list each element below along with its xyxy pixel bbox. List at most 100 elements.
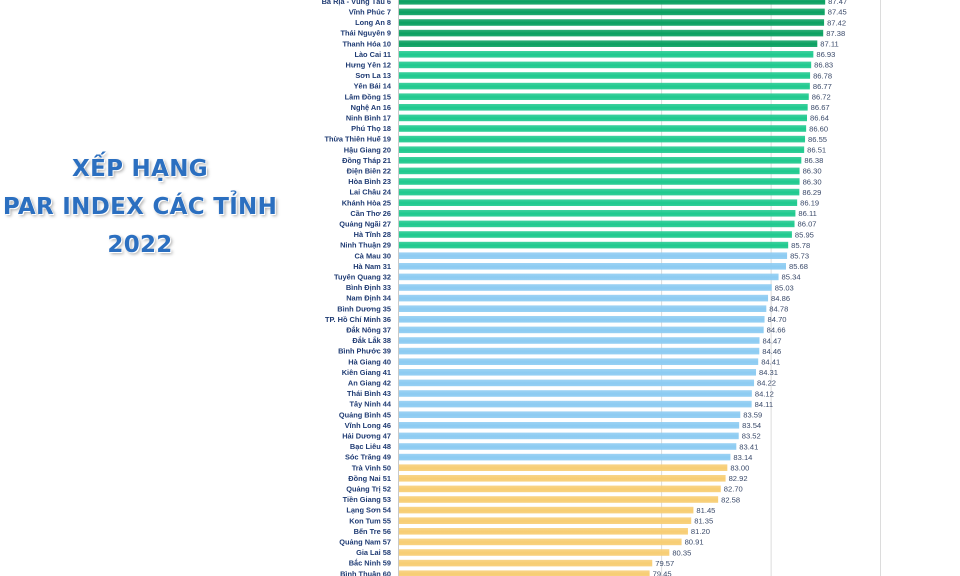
value-label-17: 86.64 bbox=[810, 114, 829, 123]
bar-55 bbox=[399, 517, 692, 524]
value-label-24: 86.29 bbox=[802, 188, 821, 197]
bar-29 bbox=[399, 241, 789, 249]
bar-50 bbox=[399, 464, 728, 471]
bar-48 bbox=[399, 443, 737, 450]
value-label-10: 87.11 bbox=[820, 40, 838, 49]
value-label-22: 86.30 bbox=[803, 167, 822, 176]
value-label-37: 84.66 bbox=[767, 326, 786, 335]
category-label-8: Long An 8 bbox=[355, 18, 391, 27]
bar-37 bbox=[399, 326, 764, 334]
bar-41 bbox=[399, 369, 757, 376]
value-label-33: 85.03 bbox=[775, 283, 794, 292]
category-label-30: Cà Mau 30 bbox=[354, 251, 391, 260]
bar-34 bbox=[399, 294, 769, 302]
category-label-13: Sơn La 13 bbox=[355, 71, 391, 80]
category-label-14: Yên Bái 14 bbox=[354, 82, 392, 91]
category-label-53: Tiền Giang 53 bbox=[343, 495, 391, 504]
category-label-24: Lai Châu 24 bbox=[350, 188, 392, 197]
category-label-27: Quảng Ngãi 27 bbox=[339, 220, 391, 229]
value-label-52: 82.70 bbox=[724, 485, 743, 494]
value-label-40: 84.41 bbox=[761, 358, 780, 367]
value-label-60: 79.45 bbox=[653, 570, 672, 576]
bar-6 bbox=[399, 0, 826, 5]
value-label-59: 79.57 bbox=[655, 559, 674, 568]
bar-33 bbox=[399, 284, 772, 291]
value-label-50: 83.00 bbox=[730, 464, 749, 473]
value-label-29: 85.78 bbox=[791, 241, 810, 250]
value-label-53: 82.58 bbox=[721, 495, 740, 504]
bar-7 bbox=[399, 8, 825, 16]
category-label-15: Lâm Đồng 15 bbox=[345, 92, 391, 101]
bar-46 bbox=[399, 422, 740, 429]
category-label-46: Vĩnh Long 46 bbox=[345, 421, 391, 430]
bar-30 bbox=[399, 252, 788, 259]
value-label-57: 80.91 bbox=[685, 538, 704, 547]
value-label-13: 86.78 bbox=[813, 71, 832, 80]
category-label-7: Vĩnh Phúc 7 bbox=[349, 8, 391, 17]
value-label-44: 84.11 bbox=[755, 400, 773, 409]
bar-60 bbox=[399, 570, 650, 576]
value-label-8: 87.42 bbox=[827, 18, 846, 27]
category-label-21: Đồng Tháp 21 bbox=[342, 156, 391, 165]
chart-title: XẾP HẠNG PAR INDEX CÁC TỈNH 2022 bbox=[0, 150, 280, 264]
value-label-55: 81.35 bbox=[694, 517, 713, 526]
value-label-46: 83.54 bbox=[742, 421, 761, 430]
category-label-58: Gia Lai 58 bbox=[356, 548, 391, 557]
category-label-11: Lào Cai 11 bbox=[354, 50, 391, 59]
category-label-6: Bà Rịa - Vũng Tàu 6 bbox=[322, 0, 391, 6]
value-label-30: 85.73 bbox=[790, 252, 809, 261]
value-label-6: 87.47 bbox=[828, 0, 847, 6]
category-label-33: Bình Định 33 bbox=[346, 283, 391, 292]
value-label-9: 87.38 bbox=[826, 29, 845, 38]
bar-8 bbox=[399, 19, 825, 26]
category-label-48: Bạc Liêu 48 bbox=[350, 442, 391, 451]
category-label-56: Bến Tre 56 bbox=[354, 527, 391, 536]
category-label-40: Hà Giang 40 bbox=[348, 357, 391, 366]
value-label-27: 86.07 bbox=[798, 220, 817, 229]
bar-11 bbox=[399, 51, 814, 58]
bar-51 bbox=[399, 475, 726, 482]
category-label-29: Ninh Thuận 29 bbox=[340, 241, 391, 250]
category-label-9: Thái Nguyên 9 bbox=[340, 29, 391, 38]
value-label-36: 84.70 bbox=[768, 315, 787, 324]
value-label-31: 85.68 bbox=[789, 262, 808, 271]
value-label-7: 87.45 bbox=[828, 8, 847, 17]
category-label-26: Cần Thơ 26 bbox=[350, 209, 391, 218]
value-label-25: 86.19 bbox=[800, 199, 819, 208]
category-label-50: Trà Vinh 50 bbox=[352, 463, 391, 472]
category-label-45: Quảng Bình 45 bbox=[339, 410, 391, 419]
bar-59 bbox=[399, 559, 653, 567]
category-label-25: Khánh Hòa 25 bbox=[342, 198, 391, 207]
value-label-11: 86.93 bbox=[816, 50, 835, 59]
value-label-38: 84.47 bbox=[763, 336, 782, 345]
value-label-35: 84.78 bbox=[769, 305, 788, 314]
value-label-42: 84.22 bbox=[757, 379, 776, 388]
value-label-18: 86.60 bbox=[809, 124, 828, 133]
category-label-42: An Giang 42 bbox=[348, 379, 391, 388]
value-label-26: 86.11 bbox=[798, 209, 816, 218]
bar-31 bbox=[399, 263, 786, 270]
value-label-16: 86.67 bbox=[811, 103, 830, 112]
bar-19 bbox=[399, 135, 806, 143]
category-label-41: Kiên Giang 41 bbox=[342, 368, 391, 377]
category-label-44: Tây Ninh 44 bbox=[350, 400, 392, 409]
category-label-55: Kon Tum 55 bbox=[349, 516, 391, 525]
bar-47 bbox=[399, 432, 739, 440]
bar-43 bbox=[399, 390, 752, 397]
category-label-37: Đắk Nông 37 bbox=[346, 326, 391, 335]
bar-44 bbox=[399, 400, 752, 408]
bar-14 bbox=[399, 82, 810, 90]
category-label-22: Điện Biên 22 bbox=[347, 167, 391, 176]
value-label-28: 85.95 bbox=[795, 230, 814, 239]
bar-57 bbox=[399, 538, 682, 546]
value-label-34: 84.86 bbox=[771, 294, 790, 303]
value-label-58: 80.35 bbox=[672, 548, 691, 557]
title-line-2: PAR INDEX CÁC TỈNH bbox=[2, 194, 278, 220]
category-label-51: Đồng Nai 51 bbox=[348, 474, 391, 483]
bar-32 bbox=[399, 273, 779, 281]
title-line-3: 2022 bbox=[107, 232, 173, 258]
category-label-20: Hậu Giang 20 bbox=[344, 145, 391, 154]
category-label-10: Thanh Hóa 10 bbox=[343, 39, 391, 48]
value-label-56: 81.20 bbox=[691, 527, 710, 536]
